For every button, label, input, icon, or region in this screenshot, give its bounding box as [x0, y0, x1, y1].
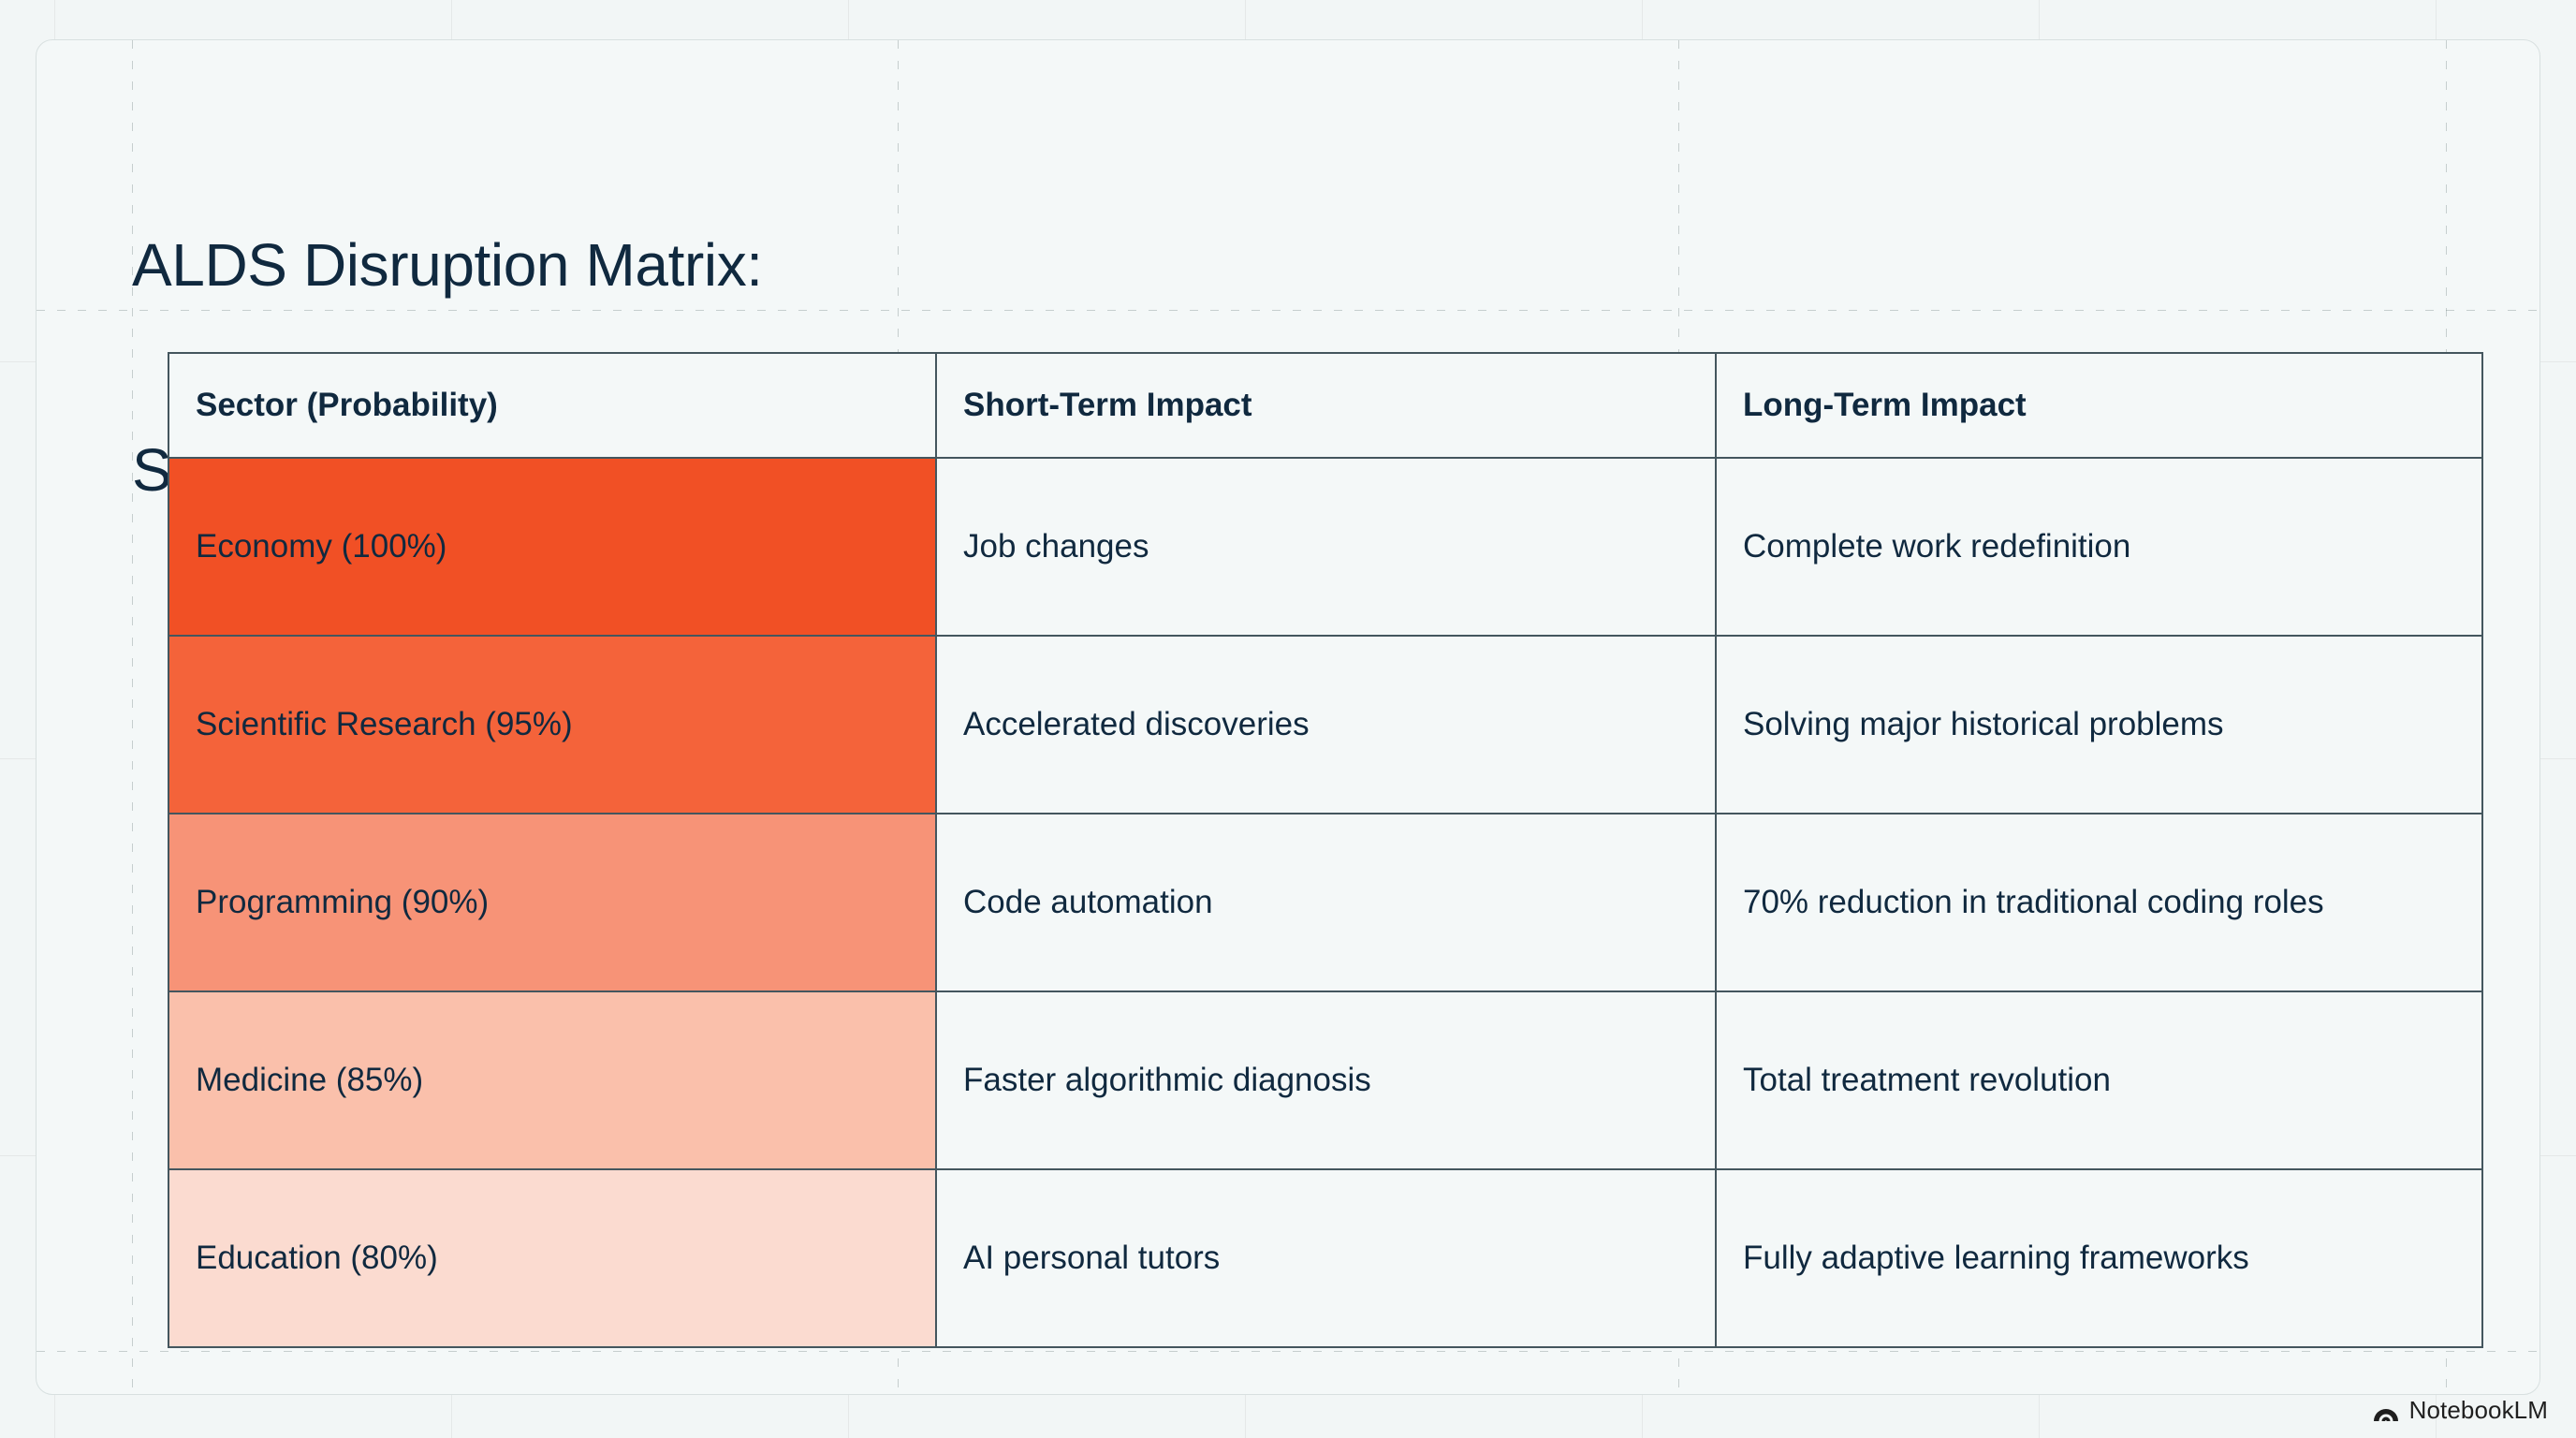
- notebooklm-spiral-icon: [2372, 1399, 2400, 1423]
- cell-long-term: Solving major historical problems: [1715, 635, 2483, 814]
- long-term-text: Solving major historical problems: [1743, 705, 2224, 742]
- cell-long-term: Total treatment revolution: [1715, 990, 2483, 1170]
- column-header-long-term: Long-Term Impact: [1715, 352, 2483, 459]
- table-row: Programming (90%) Code automation 70% re…: [168, 813, 2483, 992]
- cell-short-term: Accelerated discoveries: [935, 635, 1717, 814]
- short-term-text: Code automation: [963, 883, 1213, 920]
- cell-long-term: Fully adaptive learning frameworks: [1715, 1168, 2483, 1348]
- sector-label: Economy (100%): [196, 527, 447, 565]
- sector-label: Programming (90%): [196, 883, 490, 920]
- cell-sector: Economy (100%): [168, 457, 937, 637]
- column-header-short-term: Short-Term Impact: [935, 352, 1717, 459]
- cell-short-term: Code automation: [935, 813, 1717, 992]
- cell-short-term: AI personal tutors: [935, 1168, 1717, 1348]
- slide-card: ALDS Disruption Matrix: Sector Probabili…: [36, 39, 2540, 1395]
- table-row: Education (80%) AI personal tutors Fully…: [168, 1168, 2483, 1348]
- page-title-line-1: ALDS Disruption Matrix:: [132, 230, 763, 299]
- cell-short-term: Faster algorithmic diagnosis: [935, 990, 1717, 1170]
- cell-long-term: Complete work redefinition: [1715, 457, 2483, 637]
- cell-sector: Medicine (85%): [168, 990, 937, 1170]
- long-term-text: Complete work redefinition: [1743, 527, 2131, 565]
- table-row: Medicine (85%) Faster algorithmic diagno…: [168, 990, 2483, 1170]
- long-term-text: 70% reduction in traditional coding role…: [1743, 883, 2324, 920]
- cell-sector: Scientific Research (95%): [168, 635, 937, 814]
- short-term-text: Accelerated discoveries: [963, 705, 1310, 742]
- short-term-text: AI personal tutors: [963, 1239, 1221, 1276]
- table-body: Economy (100%) Job changes Complete work…: [168, 457, 2483, 1348]
- table-header-row: Sector (Probability) Short-Term Impact L…: [168, 352, 2483, 459]
- notebooklm-label: NotebookLM: [2408, 1396, 2548, 1424]
- sector-label: Medicine (85%): [196, 1061, 424, 1098]
- table-header: Sector (Probability) Short-Term Impact L…: [168, 352, 2483, 459]
- sector-label: Education (80%): [196, 1239, 438, 1276]
- notebooklm-watermark: NotebookLM: [2372, 1396, 2548, 1425]
- cell-long-term: 70% reduction in traditional coding role…: [1715, 813, 2483, 992]
- long-term-text: Total treatment revolution: [1743, 1061, 2111, 1098]
- column-header-sector: Sector (Probability): [168, 352, 937, 459]
- table-row: Scientific Research (95%) Accelerated di…: [168, 635, 2483, 814]
- short-term-text: Faster algorithmic diagnosis: [963, 1061, 1371, 1098]
- long-term-text: Fully adaptive learning frameworks: [1743, 1239, 2249, 1276]
- cell-sector: Programming (90%): [168, 813, 937, 992]
- cell-sector: Education (80%): [168, 1168, 937, 1348]
- disruption-matrix-table: Sector (Probability) Short-Term Impact L…: [168, 352, 2483, 1348]
- table-row: Economy (100%) Job changes Complete work…: [168, 457, 2483, 637]
- sector-label: Scientific Research (95%): [196, 705, 573, 742]
- short-term-text: Job changes: [963, 527, 1149, 565]
- cell-short-term: Job changes: [935, 457, 1717, 637]
